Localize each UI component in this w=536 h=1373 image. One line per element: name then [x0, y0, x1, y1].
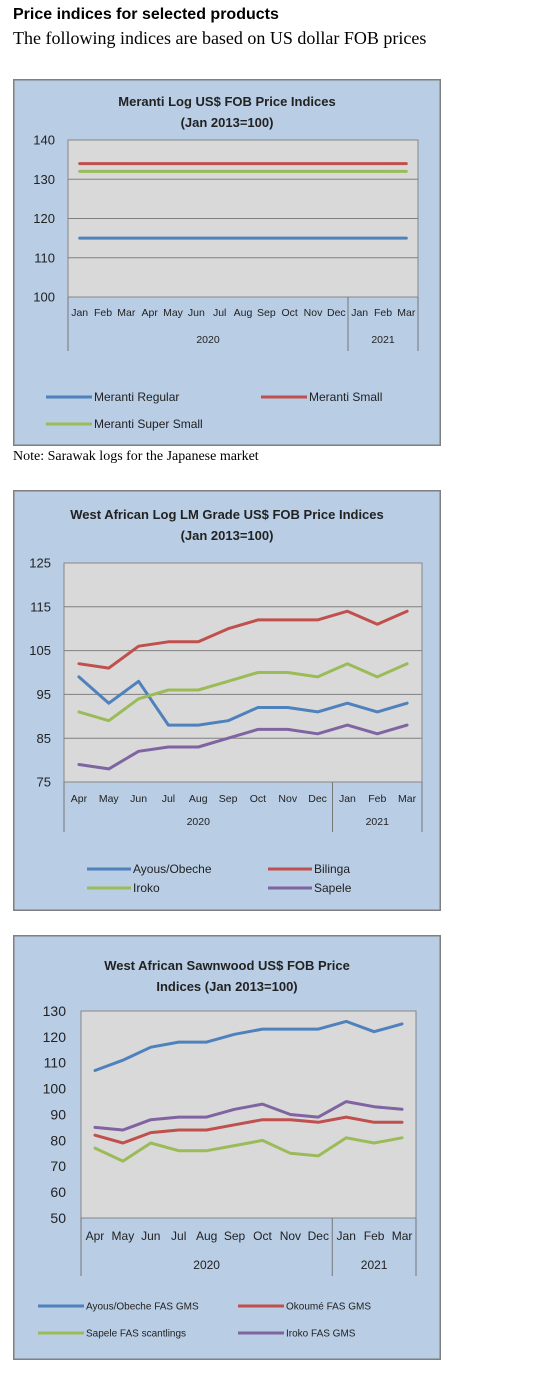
x-tick-label: Feb [364, 1229, 385, 1243]
x-tick-label: Feb [368, 793, 386, 805]
year-group-label: 2021 [371, 334, 395, 346]
y-tick-label: 105 [29, 643, 51, 658]
series-line [77, 723, 409, 771]
x-tick-label: Jun [141, 1229, 160, 1243]
y-tick-label: 90 [50, 1106, 66, 1122]
x-tick-label: Oct [281, 307, 297, 319]
series-line [77, 675, 409, 727]
legend-label: Iroko FAS GMS [286, 1329, 356, 1340]
page-title: Price indices for selected products [13, 6, 279, 23]
x-tick-label: Aug [189, 793, 208, 805]
x-tick-label: Jan [71, 307, 88, 319]
x-tick-label: May [112, 1229, 135, 1243]
chart-title-line: Meranti Log US$ FOB Price Indices [118, 94, 335, 109]
meranti-log-chart: Meranti Log US$ FOB Price Indices (Jan 20… [13, 79, 441, 446]
series-line [93, 1100, 404, 1132]
year-group-label: 2021 [361, 1258, 388, 1272]
x-tick-label: Mar [392, 1229, 413, 1243]
plot-area [80, 1010, 417, 1219]
y-tick-label: 70 [50, 1158, 66, 1174]
y-tick-label: 125 [29, 556, 51, 571]
series-line [93, 1115, 404, 1145]
west-african-sawnwood-chart: West African Sawnwood US$ FOB Price Indic… [13, 935, 441, 1360]
x-tick-label: Jan [351, 307, 368, 319]
x-tick-label: Jun [188, 307, 205, 319]
legend-label: Okoumé FAS GMS [286, 1302, 371, 1313]
legend-label: Meranti Small [309, 390, 382, 404]
x-tick-label: Dec [308, 793, 327, 805]
chart-title-line: West African Sawnwood US$ FOB Price [104, 958, 350, 973]
legend-label: Iroko [133, 881, 160, 895]
x-tick-label: Apr [71, 793, 88, 805]
year-group-label: 2020 [193, 1258, 220, 1272]
series-line [93, 1136, 404, 1163]
x-tick-label: Jul [171, 1229, 186, 1243]
y-tick-label: 80 [50, 1132, 66, 1148]
year-group-label: 2020 [196, 334, 220, 346]
x-tick-label: Feb [374, 307, 392, 319]
legend-label: Bilinga [314, 862, 350, 876]
x-tick-label: Dec [327, 307, 346, 319]
x-tick-label: Sep [257, 307, 276, 319]
x-tick-label: Mar [117, 307, 136, 319]
x-tick-label: Apr [86, 1229, 105, 1243]
y-tick-label: 120 [33, 211, 55, 226]
x-tick-label: Feb [94, 307, 112, 319]
year-group-label: 2021 [366, 816, 390, 828]
x-tick-label: Nov [304, 307, 323, 319]
x-tick-label: Oct [250, 793, 266, 805]
y-tick-label: 50 [50, 1210, 66, 1226]
x-tick-label: May [99, 793, 120, 805]
x-tick-label: Jun [130, 793, 147, 805]
x-tick-label: Apr [141, 307, 158, 319]
x-tick-label: Jan [337, 1229, 356, 1243]
chart-title-line: (Jan 2013=100) [181, 528, 274, 543]
legend-label: Meranti Regular [94, 390, 179, 404]
page-subtitle: The following indices are based on US do… [13, 28, 427, 48]
y-tick-label: 130 [43, 1003, 67, 1019]
plot-area [63, 562, 423, 783]
x-tick-label: Jan [339, 793, 356, 805]
y-tick-label: 85 [37, 731, 51, 746]
x-tick-label: Sep [224, 1229, 246, 1243]
chart-title-line: (Jan 2013=100) [181, 115, 274, 130]
x-tick-label: Aug [196, 1229, 217, 1243]
west-african-log-chart: West African Log LM Grade US$ FOB Price … [13, 490, 441, 911]
series-line [77, 609, 409, 670]
y-tick-label: 120 [43, 1029, 67, 1045]
legend-label: Ayous/Obeche [133, 862, 212, 876]
y-tick-label: 110 [44, 1055, 67, 1071]
legend-label: Meranti Super Small [94, 417, 203, 431]
y-tick-label: 95 [37, 687, 51, 702]
series-line [77, 662, 409, 723]
y-tick-label: 100 [33, 290, 55, 305]
chart-title-line: West African Log LM Grade US$ FOB Price … [70, 507, 384, 522]
y-tick-label: 140 [33, 133, 55, 148]
chart-note: Note: Sarawak logs for the Japanese mark… [13, 449, 259, 464]
chart-title-line: Indices (Jan 2013=100) [156, 979, 297, 994]
legend-label: Sapele [314, 881, 352, 895]
legend-label: Sapele FAS scantlings [86, 1329, 186, 1340]
series-line [93, 1019, 404, 1072]
legend-label: Ayous/Obeche FAS GMS [86, 1302, 199, 1313]
x-tick-label: Oct [253, 1229, 272, 1243]
year-group-label: 2020 [187, 816, 211, 828]
x-tick-label: Mar [398, 793, 417, 805]
x-tick-label: Mar [397, 307, 416, 319]
x-tick-label: Dec [308, 1229, 329, 1243]
x-tick-label: Sep [219, 793, 238, 805]
x-tick-label: Nov [278, 793, 297, 805]
y-tick-label: 130 [33, 172, 55, 187]
y-tick-label: 110 [34, 250, 55, 265]
y-tick-label: 60 [50, 1184, 66, 1200]
x-tick-label: Aug [234, 307, 253, 319]
y-tick-label: 75 [37, 775, 51, 790]
y-tick-label: 115 [30, 599, 51, 614]
x-tick-label: Jul [162, 793, 175, 805]
x-tick-label: May [163, 307, 184, 319]
y-tick-label: 100 [43, 1081, 67, 1097]
x-tick-label: Nov [280, 1229, 301, 1243]
x-tick-label: Jul [213, 307, 226, 319]
